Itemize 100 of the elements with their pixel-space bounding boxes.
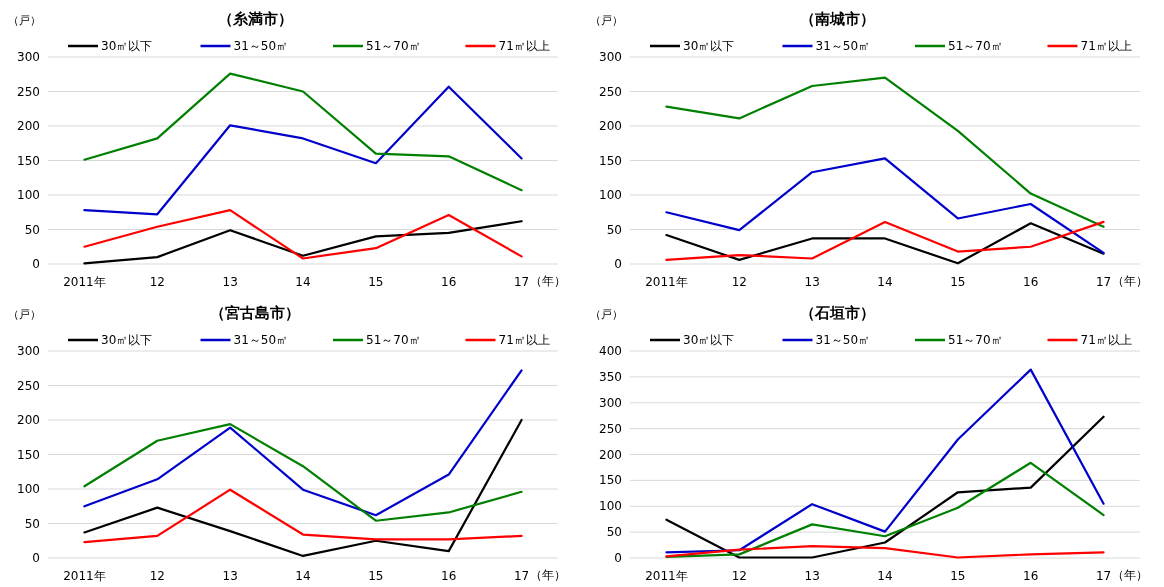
line-series <box>83 72 523 192</box>
x-tick-label: 14 <box>295 569 311 583</box>
x-tick-label: 15 <box>950 569 966 583</box>
legend-label: 51～70㎡ <box>366 333 421 347</box>
line-series <box>83 369 523 517</box>
legend-label: 31～50㎡ <box>815 333 871 347</box>
line-series <box>665 368 1105 554</box>
y-tick-label: 300 <box>17 344 40 358</box>
chart-title: （石垣市） <box>799 304 875 322</box>
line-series <box>83 418 523 558</box>
y-tick-label: 400 <box>599 344 622 358</box>
y-tick-label: 200 <box>599 447 622 462</box>
x-tick-label: 13 <box>222 569 238 583</box>
y-tick-label: 50 <box>24 222 40 237</box>
y-axis-title: （戸） <box>590 308 623 321</box>
x-axis-title: （年） <box>1111 274 1148 288</box>
line-series <box>665 461 1105 559</box>
y-axis-title: （戸） <box>590 14 623 27</box>
legend-label: 71㎡以上 <box>1080 39 1132 53</box>
y-tick-label: 100 <box>17 188 40 202</box>
x-tick-label: 15 <box>950 275 966 289</box>
y-tick-label: 0 <box>614 257 622 271</box>
legend-label: 71㎡以上 <box>1080 333 1132 347</box>
x-tick-label: 14 <box>877 275 893 289</box>
chart-title: （南城市） <box>799 10 875 28</box>
line-series <box>83 423 523 522</box>
line-series <box>665 545 1105 559</box>
x-axis-title: （年） <box>529 274 566 288</box>
chart-title: （宮古島市） <box>210 304 300 322</box>
y-tick-label: 150 <box>599 473 622 488</box>
x-tick-label: 17 <box>513 275 530 289</box>
y-tick-label: 200 <box>17 413 40 427</box>
legend-label: 31～50㎡ <box>815 39 871 53</box>
x-tick-label: 2011年 <box>63 569 106 583</box>
y-axis-title: （戸） <box>8 308 41 321</box>
line-series <box>665 157 1105 255</box>
x-axis-title: （年） <box>529 568 566 582</box>
y-axis-title: （戸） <box>8 14 41 27</box>
y-tick-label: 50 <box>606 525 622 540</box>
y-tick-label: 200 <box>17 119 40 133</box>
x-tick-label: 14 <box>295 275 311 289</box>
y-tick-label: 250 <box>599 84 622 99</box>
legend-label: 30㎡以下 <box>683 39 735 53</box>
legend-label: 51～70㎡ <box>948 39 1003 53</box>
y-tick-label: 300 <box>599 50 622 64</box>
legend-label: 30㎡以下 <box>101 39 153 53</box>
line-series <box>665 415 1105 559</box>
x-axis-title: （年） <box>1111 568 1148 582</box>
y-tick-label: 250 <box>599 421 622 436</box>
y-tick-label: 100 <box>599 499 622 514</box>
line-series <box>83 488 523 544</box>
y-tick-label: 100 <box>599 188 622 202</box>
x-tick-label: 17 <box>513 569 530 583</box>
y-tick-label: 300 <box>17 50 40 64</box>
y-tick-label: 0 <box>32 257 40 271</box>
legend-label: 30㎡以下 <box>683 333 735 347</box>
y-tick-label: 250 <box>17 84 40 99</box>
x-tick-label: 2011年 <box>645 569 688 583</box>
legend-label: 51～70㎡ <box>948 333 1003 347</box>
x-tick-label: 16 <box>1023 569 1039 583</box>
x-tick-label: 2011年 <box>63 275 106 289</box>
y-tick-label: 250 <box>17 378 40 393</box>
x-tick-label: 12 <box>731 569 747 583</box>
y-tick-label: 100 <box>17 482 40 496</box>
x-tick-label: 16 <box>441 569 457 583</box>
line-series <box>83 209 523 260</box>
x-tick-label: 16 <box>441 275 457 289</box>
x-tick-label: 16 <box>1023 275 1039 289</box>
x-tick-label: 13 <box>222 275 238 289</box>
x-tick-label: 15 <box>368 275 384 289</box>
legend-label: 71㎡以上 <box>498 39 550 53</box>
x-tick-label: 13 <box>804 569 820 583</box>
x-tick-label: 17 <box>1095 275 1112 289</box>
x-tick-label: 2011年 <box>645 275 688 289</box>
x-tick-label: 12 <box>149 569 165 583</box>
legend-label: 30㎡以下 <box>101 333 153 347</box>
y-tick-label: 350 <box>599 369 622 384</box>
y-tick-label: 0 <box>614 551 622 565</box>
legend-label: 31～50㎡ <box>233 333 289 347</box>
x-tick-label: 13 <box>804 275 820 289</box>
chart-title: （糸満市） <box>217 10 293 28</box>
y-tick-label: 50 <box>606 222 622 237</box>
x-tick-label: 14 <box>877 569 893 583</box>
y-tick-label: 300 <box>599 395 622 410</box>
line-series <box>665 76 1105 228</box>
line-series <box>83 85 523 216</box>
y-tick-label: 150 <box>17 447 40 462</box>
y-tick-label: 50 <box>24 516 40 531</box>
y-tick-label: 150 <box>17 153 40 168</box>
x-tick-label: 17 <box>1095 569 1112 583</box>
x-tick-label: 15 <box>368 569 384 583</box>
legend-label: 51～70㎡ <box>366 39 421 53</box>
x-tick-label: 12 <box>731 275 747 289</box>
x-tick-label: 12 <box>149 275 165 289</box>
legend-label: 71㎡以上 <box>498 333 550 347</box>
legend-label: 31～50㎡ <box>233 39 289 53</box>
line-series <box>83 220 523 265</box>
y-tick-label: 200 <box>599 119 622 133</box>
y-tick-label: 0 <box>32 551 40 565</box>
y-tick-label: 150 <box>599 153 622 168</box>
